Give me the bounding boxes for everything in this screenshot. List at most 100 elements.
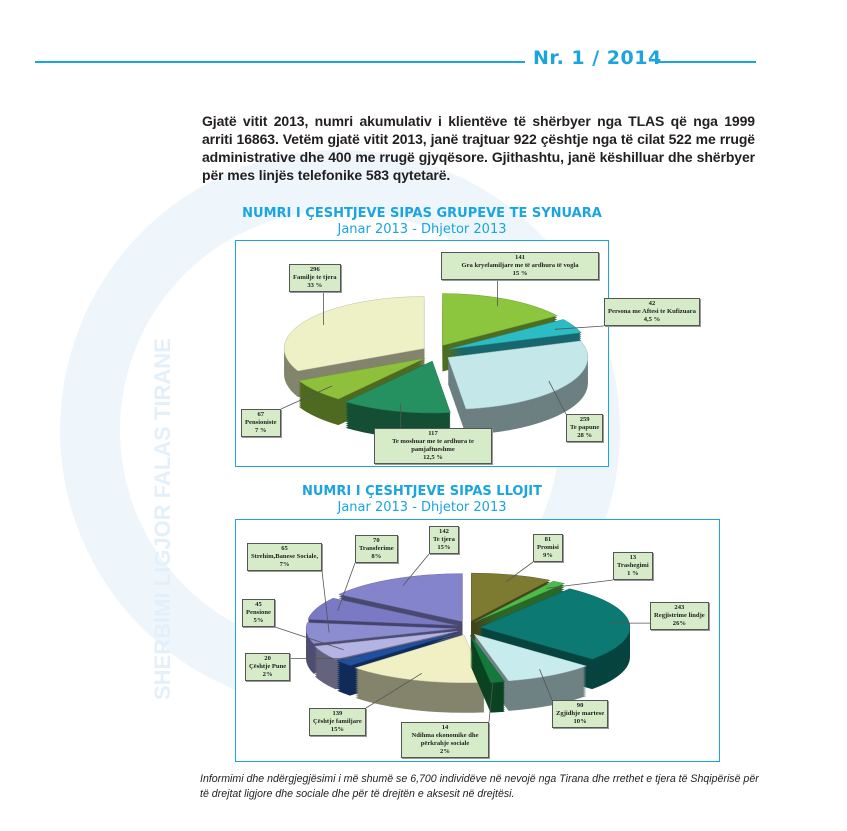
slice-label: Persona me Aftesi te Kufizuara [608, 308, 696, 315]
chart2-frame: 81 Promisi 9% 13 Trashegimi 1 % 243 Regjistrime… [235, 519, 720, 762]
pie-slice [442, 293, 558, 346]
slice-percent: 28 % [577, 432, 593, 439]
slice-value: 42 [648, 300, 656, 307]
chart2-pie [274, 553, 650, 723]
pie-slice [344, 360, 451, 414]
slice-value: 65 [281, 545, 288, 552]
header-rule-right [656, 61, 756, 63]
slice-value: 90 [576, 702, 584, 709]
slice-percent: 15 % [512, 270, 528, 277]
chart1-frame: 141 Gra kryefamiljare me të ardhura të vo… [235, 240, 700, 467]
slice-value: 259 [579, 416, 590, 423]
slice-percent: 12,5 % [423, 454, 443, 461]
slice-label: 14 Ndihma ekonomike dhe përkrahje sociale… [401, 722, 489, 758]
leader-line [554, 325, 605, 330]
slice-percent: 7% [279, 561, 290, 568]
slice-value: 20 [264, 655, 271, 662]
slice-value: 14 [441, 724, 449, 731]
leader-line [337, 562, 356, 612]
slice-label: 70 Transferime 8% [355, 535, 398, 563]
slice-value: 142 [439, 528, 449, 535]
chart1-title: NUMRI I ÇESHTJEVE SIPAS GRUPEVE TE SYNUA… [242, 206, 602, 221]
pie-slice [474, 580, 566, 623]
pie-slice-side [474, 587, 565, 629]
slice-label: Strehim,Banese Sociale, [251, 553, 319, 560]
slice-label: 81 Promisi 9% [533, 534, 563, 562]
leader-line [505, 561, 534, 583]
slice-value: 81 [544, 536, 552, 543]
slice-label: 139 Çështje familjare 15% [309, 708, 366, 736]
slice-label: 42 Persona me Aftesi te Kufizuara 4,5 % [604, 298, 700, 326]
slice-percent: 9% [542, 552, 553, 559]
slice-label: Regjistrime lindje [654, 612, 705, 619]
slice-label: Çështje Pune [249, 663, 287, 670]
pie-slice [473, 633, 588, 682]
slice-label: 117 Te moshuar me te ardhura te pamjaftue… [374, 428, 492, 464]
leader-line [321, 570, 330, 633]
slice-label: Promisi [537, 544, 559, 551]
leader-line [365, 672, 423, 709]
footnote: Informimi dhe ndërgjegjësimi i më shumë … [200, 773, 759, 800]
slice-percent: 15% [330, 726, 344, 733]
slice-percent: 2% [440, 748, 450, 755]
slice-label: Trashegimi [617, 562, 649, 569]
slice-percent: 2% [262, 671, 273, 678]
slice-value: 117 [428, 430, 438, 437]
pie-slice [305, 622, 457, 644]
slice-label: Pensione [246, 609, 271, 616]
slice-value: 45 [255, 601, 262, 608]
leader-line [546, 579, 614, 589]
slice-label: 45 Pensione 5% [242, 599, 275, 627]
slice-label: 67 Pensioniste 7 % [241, 409, 281, 437]
leader-line [539, 669, 553, 701]
slice-label: Ndihma ekonomike dhe përkrahje sociale [411, 732, 479, 747]
slice-label: Transferime [359, 545, 394, 552]
slice-label: Pensioniste [245, 419, 277, 426]
slice-label: Çështje familjare [313, 718, 362, 725]
slice-label: 90 Zgjidhje martese 10% [552, 700, 609, 728]
leader-line [274, 626, 344, 651]
pie-slice-side [474, 585, 565, 627]
slice-label: Te tjera [433, 536, 455, 543]
slice-percent: 26% [672, 620, 686, 627]
leader-line [488, 675, 494, 723]
slice-percent: 15% [437, 544, 451, 551]
slice-value: 13 [629, 554, 637, 561]
slice-label: Gra kryefamiljare me të ardhura të vogla [461, 262, 579, 269]
slice-percent: 8% [371, 553, 382, 560]
pie-slice [354, 634, 485, 684]
chart2-subtitle: Janar 2013 - Dhjetor 2013 [337, 500, 507, 515]
slice-value: 243 [674, 604, 685, 611]
slice-value: 67 [257, 411, 265, 418]
slice-percent: 33 % [307, 282, 323, 289]
slice-label: Zgjidhje martese [556, 710, 605, 717]
pie-slice [307, 597, 457, 626]
slice-value: 141 [515, 254, 525, 261]
slice-value: 296 [309, 266, 320, 273]
header-rule-left [35, 61, 525, 63]
slice-label: 141 Gra kryefamiljare me të ardhura të vo… [441, 252, 599, 280]
slice-label: Te papune [570, 424, 600, 431]
pie-slice [336, 632, 459, 666]
slice-value: 70 [373, 537, 380, 544]
pie-slice [471, 572, 551, 622]
slice-label: Te moshuar me te ardhura te pamjaftueshm… [392, 438, 474, 453]
watermark-text: SHERBIMI LIGJOR FALAS TIRANE [150, 338, 175, 700]
pie-slice [447, 340, 589, 410]
chart1-subtitle: Janar 2013 - Dhjetor 2013 [337, 222, 507, 237]
slice-label: 243 Regjistrime lindje 26% [650, 602, 709, 630]
slice-percent: 10% [573, 718, 587, 725]
slice-label: 142 Te tjera 15% [429, 526, 459, 554]
chart2-title: NUMRI I ÇESHTJEVE SIPAS LLOJIT [301, 484, 542, 499]
slice-percent: 5% [253, 617, 264, 624]
pie-slice [314, 631, 458, 660]
pie-slice [469, 634, 506, 683]
intro-paragraph: Gjatë vitit 2013, numri akumulativ i kli… [202, 113, 755, 183]
slice-percent: 4,5 % [643, 316, 661, 323]
slice-label: 13 Trashegimi 1 % [613, 552, 653, 580]
slice-value: 139 [332, 710, 343, 717]
slice-label: 296 Familje te tjera 33 % [289, 264, 341, 292]
issue-number: Nr. 1 / 2014 [533, 47, 662, 69]
slice-percent: 1 % [627, 570, 639, 577]
slice-percent: 7 % [254, 427, 267, 434]
